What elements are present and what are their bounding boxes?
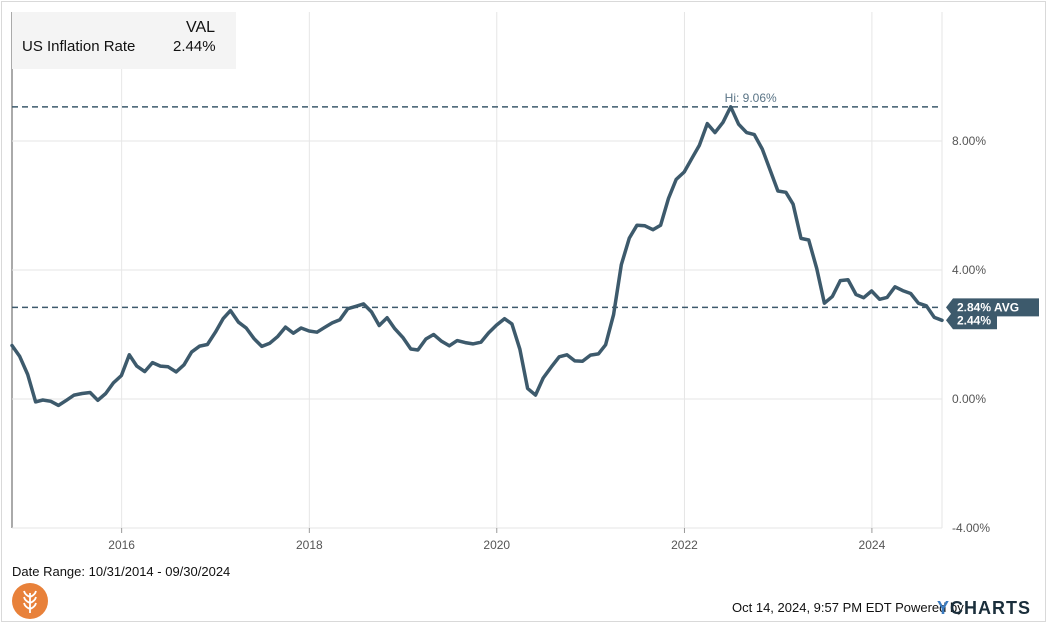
legend-series-name: US Inflation Rate <box>22 38 136 55</box>
ycharts-logo-text: CHARTS <box>950 598 1032 618</box>
date-range-label: Date Range: 10/31/2014 - 09/30/2024 <box>12 564 231 579</box>
high-annotation-label: Hi: 9.06% <box>725 91 777 105</box>
footer-timestamp: Oct 14, 2024, 9:57 PM EDT Powered by <box>732 600 964 615</box>
ycharts-logo-y: Y <box>937 598 951 618</box>
last-value-label-tag <box>946 311 997 330</box>
legend-box: VAL US Inflation Rate 2.44% <box>12 12 236 69</box>
x-tick-label: 2024 <box>859 538 886 552</box>
x-tick-label: 2020 <box>483 538 510 552</box>
ycharts-logo[interactable]: YCHARTS <box>937 598 1031 619</box>
y-tick-label: -4.00% <box>952 521 990 535</box>
legend-header: VAL <box>186 19 216 36</box>
average-label-text: 2.84% AVG <box>957 300 1019 314</box>
inflation-series-line <box>10 105 944 408</box>
legend-value: 2.44% <box>173 38 216 55</box>
x-tick-label: 2018 <box>296 538 323 552</box>
wheat-logo-icon <box>12 583 48 619</box>
x-tick-label: 2016 <box>108 538 135 552</box>
x-tick-label: 2022 <box>671 538 698 552</box>
y-tick-label: 8.00% <box>952 134 986 148</box>
y-tick-label: 4.00% <box>952 263 986 277</box>
y-tick-label: 0.00% <box>952 392 986 406</box>
last-value-label-text: 2.44% <box>957 313 991 327</box>
